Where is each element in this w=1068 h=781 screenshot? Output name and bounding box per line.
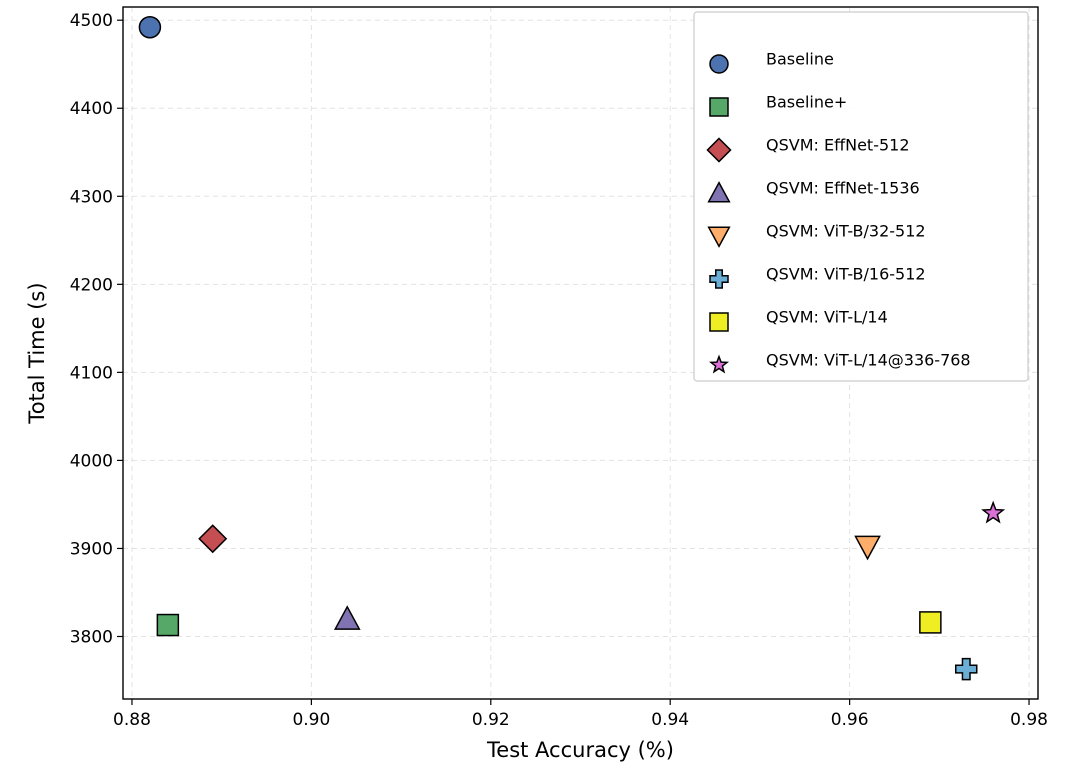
legend-label-8: QSVM: ViT-L/14@336-768	[766, 351, 971, 370]
data-point-5	[854, 535, 881, 561]
y-tick-label: 3800	[70, 627, 113, 647]
x-axis-label: Test Accuracy (%)	[486, 738, 674, 762]
legend-label-6: QSVM: ViT-B/16-512	[766, 265, 926, 284]
legend-marker-2	[709, 97, 729, 117]
legend-label-3: QSVM: EffNet-512	[766, 136, 910, 155]
x-axis: 0.88 0.90 0.92 0.94 0.96 0.98	[113, 699, 1048, 730]
y-tick-label: 3900	[70, 539, 113, 559]
x-tick-label: 0.96	[831, 710, 869, 730]
legend-label-5: QSVM: ViT-B/32-512	[766, 222, 926, 241]
x-tick-label: 0.92	[472, 710, 510, 730]
data-point-6	[954, 657, 978, 681]
y-tick-label: 4000	[70, 451, 113, 471]
legend: Baseline Baseline+ QSVM: EffNet-512 QSVM: E…	[693, 11, 1029, 382]
y-tick-label: 4400	[70, 99, 113, 119]
legend-marker-6	[709, 269, 729, 289]
legend-marker-8	[708, 354, 730, 374]
plot-area	[122, 6, 1039, 700]
legend-box	[693, 11, 1029, 382]
legend-label-1: Baseline	[766, 50, 834, 69]
legend-marker-3	[706, 137, 732, 163]
legend-label-4: QSVM: EffNet-1536	[766, 179, 920, 198]
legend-marker-5	[707, 226, 731, 248]
y-tick-label: 4200	[70, 275, 113, 295]
legend-marker-1	[709, 54, 729, 74]
data-point-2	[156, 613, 180, 637]
legend-label-2: Baseline+	[766, 93, 847, 112]
y-tick-label: 4100	[70, 363, 113, 383]
x-tick-label: 0.88	[113, 710, 151, 730]
legend-marker-7	[709, 312, 729, 332]
grid-lines	[123, 7, 1038, 699]
data-points	[138, 15, 1006, 681]
data-point-1	[138, 15, 162, 39]
y-tick-label: 4500	[70, 11, 113, 31]
data-point-7	[919, 611, 942, 634]
legend-marker-4	[707, 181, 731, 203]
y-tick-label: 4300	[70, 187, 113, 207]
x-tick-label: 0.90	[292, 710, 330, 730]
data-point-3	[198, 524, 228, 554]
y-axis: 3800 3900 4000 4100 4200 4300 4400 4500	[70, 11, 123, 647]
legend-label-7: QSVM: ViT-L/14	[766, 308, 888, 327]
x-tick-label: 0.94	[651, 710, 689, 730]
data-point-4	[333, 605, 361, 630]
x-tick-label: 0.98	[1010, 710, 1048, 730]
data-point-8	[981, 500, 1006, 524]
y-axis-label: Total Time (s)	[25, 282, 49, 424]
